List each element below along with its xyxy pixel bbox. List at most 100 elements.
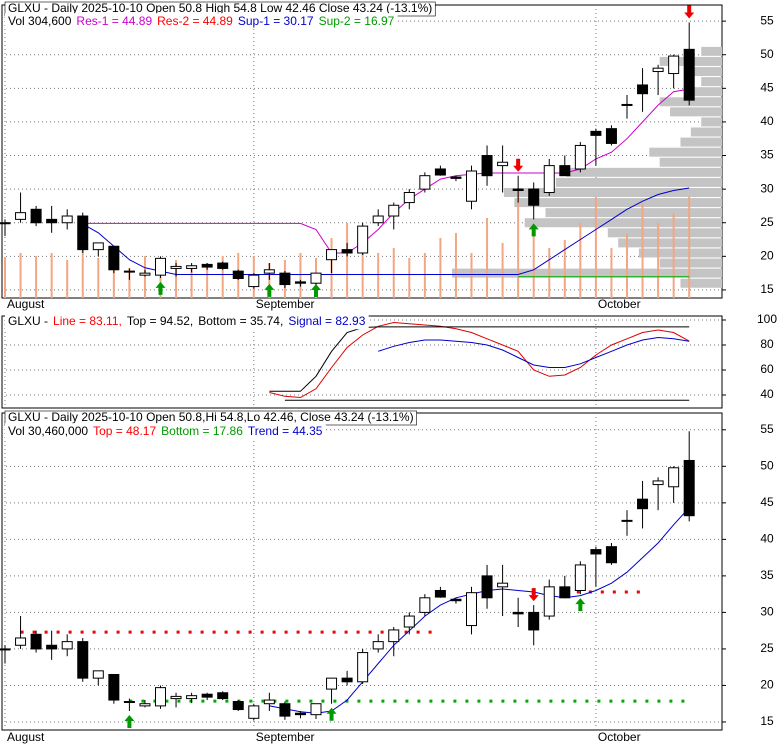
candle-body xyxy=(652,480,664,486)
volume-profile-bar xyxy=(690,87,722,97)
volume-bar xyxy=(221,256,224,298)
volume-bar xyxy=(190,268,193,298)
candle-body xyxy=(170,695,182,700)
y-tick-label: 40 xyxy=(760,532,774,546)
y-tick-label: 45 xyxy=(760,81,774,95)
chart-title: GLXU - Daily 2025-10-10 Open 50.8,Hi 54.… xyxy=(8,410,414,424)
volume-bar xyxy=(377,253,380,298)
legend: GLXU - Line = 83.11, Top = 94.52, Bottom = … xyxy=(8,314,366,328)
x-tick-label: August xyxy=(7,730,45,744)
candle-body xyxy=(217,262,229,269)
candle-body xyxy=(357,652,369,683)
x-tick-label: August xyxy=(7,297,45,311)
candle-body xyxy=(294,281,306,284)
legend-entry: Top = 48.17 xyxy=(93,424,156,438)
volume-bar xyxy=(423,253,426,298)
volume-bar xyxy=(361,243,364,298)
candle-body xyxy=(77,641,89,679)
candle-body xyxy=(543,586,555,617)
candle-body xyxy=(77,215,89,251)
candle-body xyxy=(652,67,664,73)
legend-entry: Vol 30,460,000 xyxy=(8,424,88,438)
series-line xyxy=(269,326,690,392)
legend-entry: Vol 304,600 xyxy=(8,14,72,28)
volume-profile-bar xyxy=(452,268,722,278)
candle-body xyxy=(232,701,244,711)
candle-body xyxy=(46,218,58,224)
candle-body xyxy=(481,155,493,177)
volume-bar xyxy=(501,243,504,298)
volume-profile-bar xyxy=(555,177,722,187)
candle-body xyxy=(30,633,42,650)
volume-bar xyxy=(610,248,613,298)
legend-entry: Bottom = 17.86 xyxy=(161,424,243,438)
volume-bar xyxy=(563,240,566,298)
y-tick-label: 80 xyxy=(760,337,774,351)
legend-box xyxy=(5,423,326,440)
volume-profile-bar xyxy=(638,248,722,258)
volume-bar xyxy=(143,256,146,298)
x-tick-label: September xyxy=(256,730,315,744)
legend-entry: Res-2 = 44.89 xyxy=(157,14,233,28)
legend-entry: Trend = 44.35 xyxy=(248,424,323,438)
buy-arrow xyxy=(264,283,275,297)
candle-body xyxy=(559,586,571,599)
candle-body xyxy=(201,693,213,698)
candle-body xyxy=(279,272,291,286)
buy-arrow xyxy=(124,715,135,729)
series-line xyxy=(269,507,690,714)
volume-bar xyxy=(66,260,69,298)
legend-entry: GLXU - xyxy=(8,314,48,328)
x-tick-label: October xyxy=(598,730,641,744)
candle-body xyxy=(605,546,617,564)
y-tick-label: 40 xyxy=(760,114,774,128)
candle-body xyxy=(466,170,477,202)
series-line xyxy=(269,321,690,399)
panel-frame xyxy=(1,315,723,409)
candle-body xyxy=(186,265,198,269)
candle-body xyxy=(263,269,275,274)
candle-body xyxy=(341,677,353,683)
volume-profile-bar xyxy=(670,107,722,117)
y-tick-label: 55 xyxy=(760,13,774,27)
candle-body xyxy=(419,175,431,190)
candle-body xyxy=(450,176,462,179)
candle-body xyxy=(403,615,415,628)
candle-body xyxy=(419,597,431,613)
candle-body xyxy=(372,215,384,224)
volume-bar xyxy=(672,213,675,298)
candle-body xyxy=(30,208,42,224)
candle-body xyxy=(605,128,617,144)
candle-body xyxy=(434,589,446,598)
candle-body xyxy=(61,215,73,224)
x-tick-label: October xyxy=(598,297,641,311)
candle-body xyxy=(574,564,586,591)
legend-entry: Line = 83.11, xyxy=(53,314,122,328)
candle-body xyxy=(139,272,151,276)
volume-bar xyxy=(688,196,691,298)
volume-bar xyxy=(4,258,6,298)
legend: Vol 304,600 Res-1 = 44.89 Res-2 = 44.89 Sup… xyxy=(8,14,395,28)
volume-profile-bar xyxy=(649,147,722,157)
volume-bar xyxy=(35,256,38,298)
candle-body xyxy=(108,673,120,701)
candle-body xyxy=(637,84,649,95)
buy-arrow xyxy=(311,284,321,297)
y-tick-label: 15 xyxy=(760,282,774,296)
candle-body xyxy=(621,519,633,522)
y-tick-label: 20 xyxy=(760,249,774,263)
volume-profile-bar xyxy=(659,97,722,107)
candle-body xyxy=(574,144,586,170)
volume-bar xyxy=(579,223,582,298)
y-tick-label: 35 xyxy=(760,148,774,162)
volume-bar xyxy=(486,218,489,298)
candle-body xyxy=(310,272,322,284)
volume-bar xyxy=(50,253,53,298)
volume-bar xyxy=(641,203,644,298)
series-line xyxy=(82,187,690,275)
sell-arrow xyxy=(684,5,695,19)
volume-profile-bar xyxy=(514,198,722,208)
sell-arrow xyxy=(528,588,539,602)
volume-bar xyxy=(159,258,162,298)
candle-body xyxy=(263,699,275,705)
